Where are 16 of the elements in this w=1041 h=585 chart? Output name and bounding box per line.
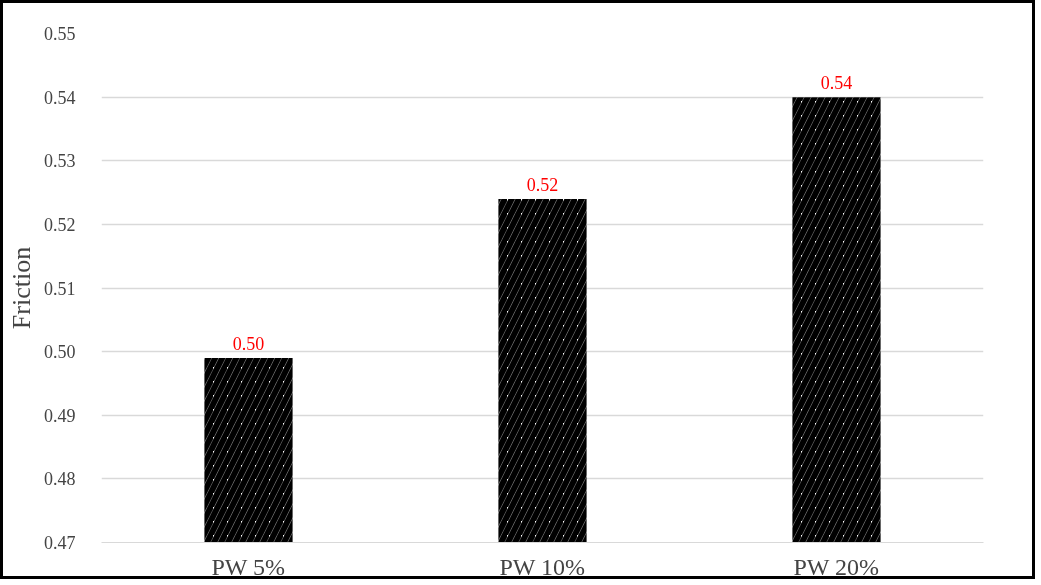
x-tick-label: PW 20% [793,553,880,580]
data-label: 0.54 [820,73,853,94]
y-axis-title: Friction [7,246,36,330]
x-tick-label: PW 5% [211,553,286,580]
y-tick-label: 0.51 [44,278,76,299]
y-tick-label: 0.54 [44,87,76,108]
y-tick-label: 0.47 [44,533,76,553]
data-label: 0.50 [232,333,265,354]
data-label: 0.52 [526,174,559,195]
y-tick-label: 0.52 [44,214,76,235]
y-tick-label: 0.55 [44,24,76,44]
y-tick-label: 0.53 [44,151,76,172]
y-tick-label: 0.49 [44,405,76,426]
y-tick-label: 0.48 [44,469,76,490]
x-tick-label: PW 10% [499,553,586,580]
y-tick-label: 0.50 [44,342,76,363]
